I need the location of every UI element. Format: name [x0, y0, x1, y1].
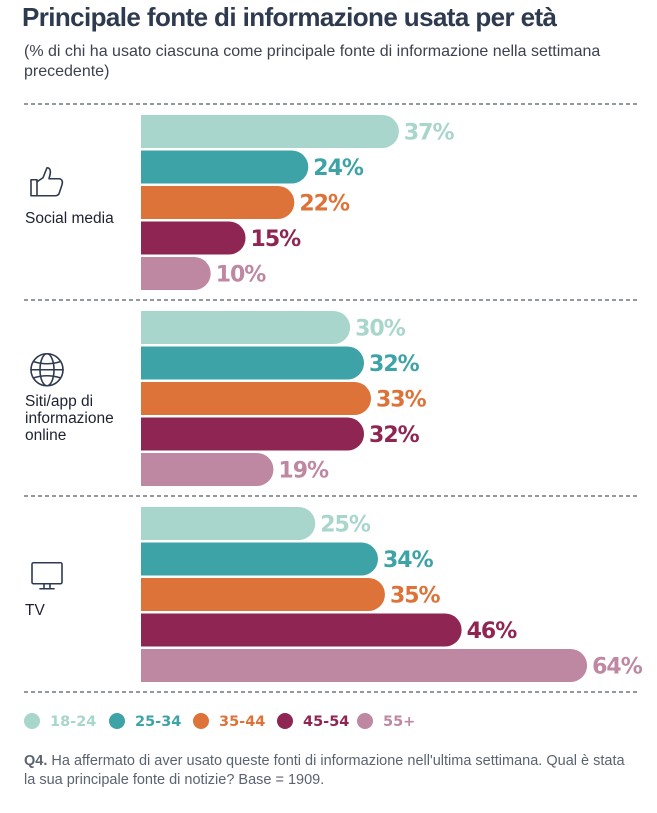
bar: [141, 115, 399, 148]
category-label: Social media: [25, 210, 114, 227]
data-label: 22%: [299, 192, 350, 217]
footnote-code: Q4.: [24, 753, 48, 769]
bar-chart: 37% 24% 22% 15% 10% Social media 30% 32% 33% 32% 1…: [24, 103, 644, 730]
bar: [141, 613, 462, 647]
chart-subtitle: (% di chi ha usato ciascuna come princip…: [24, 43, 601, 80]
data-label: 24%: [313, 156, 364, 181]
bar: [141, 453, 274, 486]
data-label: 19%: [278, 459, 329, 484]
legend-label: 55+: [383, 714, 415, 730]
data-label: 32%: [369, 352, 420, 377]
chart-title: Principale fonte di informazione usata p…: [22, 2, 557, 32]
data-label: 34%: [383, 548, 434, 573]
legend-label: 18-24: [50, 714, 96, 730]
legend-marker: [357, 713, 373, 729]
legend-item: 25-34: [109, 713, 181, 730]
category-group: 25% 34% 35% 46% 64% TV: [25, 507, 644, 682]
bar: [141, 649, 588, 682]
legend-marker: [277, 713, 293, 729]
data-label: 64%: [592, 655, 643, 680]
data-label: 37%: [404, 121, 455, 146]
data-label: 46%: [467, 619, 518, 644]
data-label: 15%: [251, 227, 302, 252]
legend-item: 55+: [357, 713, 415, 730]
bar: [141, 346, 365, 380]
category-label: informazione: [25, 410, 114, 427]
bar: [141, 578, 385, 611]
bar: [141, 417, 365, 451]
globe-icon: [30, 352, 64, 387]
bar: [141, 221, 246, 255]
data-label: 25%: [320, 513, 371, 538]
legend-label: 25-34: [135, 714, 181, 730]
bar: [141, 382, 372, 415]
bar: [141, 507, 316, 540]
category-label: online: [25, 427, 66, 444]
category-group: 37% 24% 22% 15% 10% Social media: [25, 115, 456, 290]
bar: [141, 311, 351, 344]
legend-item: 18-24: [24, 713, 96, 730]
data-label: 10%: [216, 263, 267, 288]
data-label: 35%: [390, 584, 441, 609]
legend-marker: [193, 713, 209, 729]
category-label: TV: [25, 602, 45, 619]
bar: [141, 186, 295, 219]
legend-marker: [109, 713, 125, 729]
legend-marker: [24, 713, 40, 729]
bar: [141, 542, 378, 576]
footnote-text: Ha affermato di aver usato queste fonti …: [24, 753, 625, 788]
legend-label: 35-44: [219, 714, 265, 730]
footnote: Q4. Ha affermato di aver usato queste fo…: [24, 752, 634, 790]
legend-label: 45-54: [303, 714, 349, 730]
category-group: 30% 32% 33% 32% 19% Siti/app diinformazioneon…: [25, 311, 428, 486]
data-label: 32%: [369, 423, 420, 448]
thumbs-up-icon: [30, 166, 64, 197]
legend-item: 45-54: [277, 713, 349, 730]
bar: [141, 257, 211, 290]
data-label: 30%: [355, 317, 406, 342]
bar: [141, 150, 309, 184]
tv-icon: [31, 561, 63, 590]
legend-item: 35-44: [193, 713, 265, 730]
category-label: Siti/app di: [25, 393, 93, 410]
data-label: 33%: [376, 388, 427, 413]
